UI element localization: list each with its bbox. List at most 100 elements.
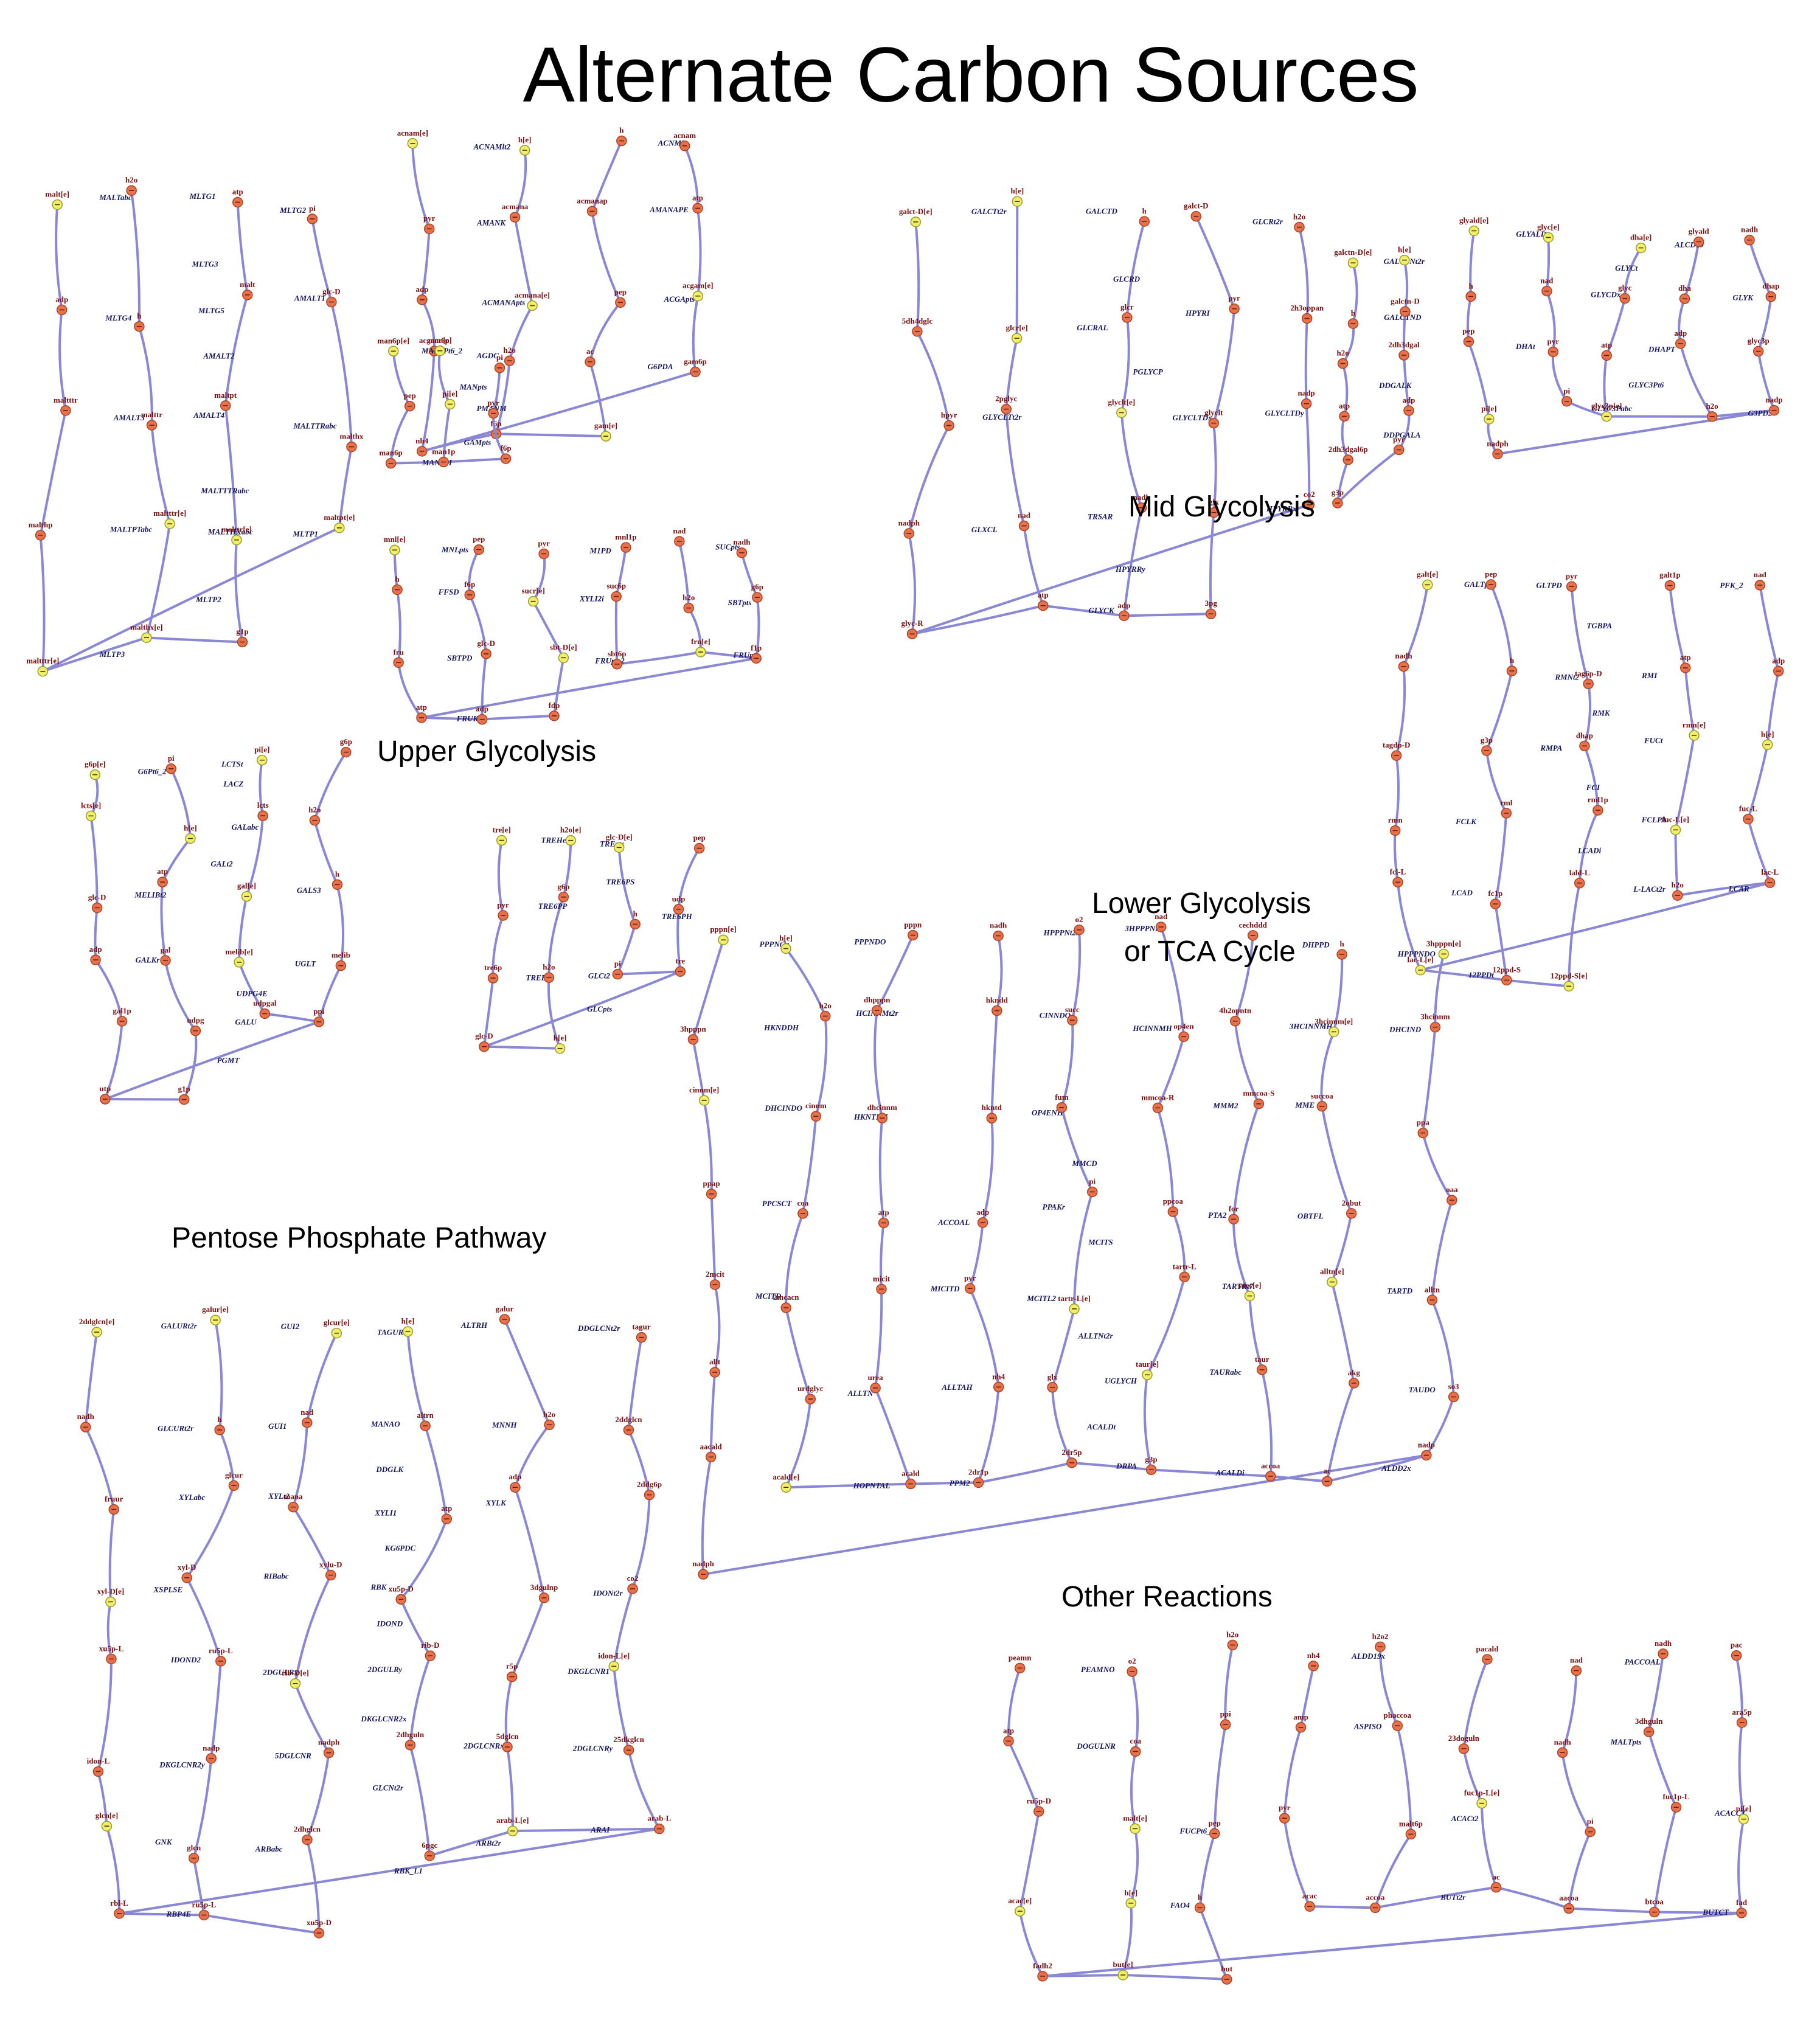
metabolite-node[interactable]: pep: [404, 391, 416, 411]
metabolite-node[interactable]: galur: [496, 1304, 514, 1324]
metabolite-node[interactable]: tagdp-D: [1383, 740, 1411, 760]
external-metabolite-node[interactable]: dha[e]: [1630, 233, 1652, 253]
metabolite-node[interactable]: pyr: [1566, 571, 1578, 591]
metabolite-node[interactable]: glc-D: [475, 1032, 493, 1052]
metabolite-node[interactable]: h2o: [1672, 880, 1684, 900]
metabolite-node[interactable]: adp: [1117, 600, 1130, 620]
metabolite-node[interactable]: coa: [797, 1198, 808, 1218]
external-metabolite-node[interactable]: xyl-D[e]: [97, 1586, 124, 1606]
metabolite-node[interactable]: g1p: [178, 1085, 190, 1105]
metabolite-node[interactable]: nh4: [1307, 1651, 1320, 1671]
external-metabolite-node[interactable]: glcn[e]: [96, 1811, 119, 1831]
external-metabolite-node[interactable]: malthx[e]: [130, 622, 162, 642]
metabolite-node[interactable]: rml1p: [1588, 795, 1608, 815]
metabolite-node[interactable]: h: [1195, 1892, 1205, 1912]
metabolite-node[interactable]: 3hcinnm: [1420, 1012, 1450, 1032]
metabolite-node[interactable]: udp: [672, 894, 686, 914]
metabolite-node[interactable]: lcts: [257, 800, 269, 821]
metabolite-node[interactable]: pyr: [497, 900, 509, 920]
external-metabolite-node[interactable]: malt[e]: [45, 189, 69, 209]
metabolite-node[interactable]: xu5p-D: [389, 1584, 414, 1604]
metabolite-node[interactable]: btcoa: [1645, 1897, 1664, 1917]
metabolite-node[interactable]: mmcoa-R: [1141, 1092, 1175, 1113]
metabolite-node[interactable]: peamn: [1009, 1653, 1032, 1673]
metabolite-node[interactable]: nad: [1754, 570, 1767, 590]
metabolite-node[interactable]: fum: [1055, 1092, 1069, 1113]
metabolite-node[interactable]: r5p: [506, 1662, 518, 1682]
metabolite-node[interactable]: glyc3p: [1748, 336, 1770, 356]
metabolite-node[interactable]: acald: [901, 1469, 920, 1489]
metabolite-node[interactable]: but: [1221, 1964, 1232, 1984]
metabolite-node[interactable]: glcur: [225, 1470, 243, 1490]
metabolite-node[interactable]: maltttr: [54, 395, 78, 415]
metabolite-node[interactable]: glcn: [187, 1843, 201, 1863]
metabolite-node[interactable]: atp: [878, 1207, 889, 1227]
external-metabolite-node[interactable]: 12ppd-S[e]: [1551, 971, 1588, 991]
metabolite-node[interactable]: man6p: [379, 448, 402, 468]
metabolite-node[interactable]: atp: [1339, 401, 1350, 421]
external-metabolite-node[interactable]: lcts[e]: [81, 800, 101, 821]
metabolite-node[interactable]: pi: [495, 353, 504, 373]
metabolite-node[interactable]: 2dh3dgal: [1388, 340, 1420, 360]
metabolite-node[interactable]: lald-L: [1569, 868, 1590, 888]
metabolite-node[interactable]: atp: [692, 193, 703, 213]
metabolite-node[interactable]: atp: [1680, 653, 1691, 673]
metabolite-node[interactable]: g6p: [751, 582, 763, 602]
metabolite-node[interactable]: aacald: [700, 1442, 723, 1462]
metabolite-node[interactable]: nad: [1540, 276, 1554, 296]
metabolite-node[interactable]: glx: [1047, 1372, 1058, 1392]
metabolite-node[interactable]: pppn: [904, 920, 922, 940]
metabolite-node[interactable]: 3pg: [1205, 599, 1218, 619]
metabolite-node[interactable]: adp: [89, 945, 102, 965]
external-metabolite-node[interactable]: h[e]: [1398, 245, 1411, 265]
metabolite-node[interactable]: dhap: [1762, 282, 1779, 302]
metabolite-node[interactable]: 2dhglcn: [294, 1825, 321, 1845]
metabolite-node[interactable]: accoa: [1366, 1892, 1385, 1912]
metabolite-node[interactable]: fruur: [105, 1495, 123, 1515]
external-metabolite-node[interactable]: h[e]: [1124, 1888, 1138, 1908]
metabolite-node[interactable]: h2o: [543, 1409, 555, 1429]
metabolite-node[interactable]: ac: [585, 347, 595, 367]
metabolite-node[interactable]: tre6p: [484, 963, 502, 983]
metabolite-node[interactable]: glcr: [1120, 302, 1134, 322]
metabolite-node[interactable]: atp: [1601, 340, 1612, 360]
metabolite-node[interactable]: hpyr: [941, 411, 957, 431]
metabolite-node[interactable]: nadh: [1655, 1639, 1672, 1659]
metabolite-node[interactable]: cinnm: [805, 1101, 827, 1121]
metabolite-node[interactable]: nadph: [1487, 439, 1509, 459]
metabolite-node[interactable]: nadp: [1298, 389, 1315, 409]
metabolite-node[interactable]: 2dr1p: [968, 1467, 988, 1487]
metabolite-node[interactable]: micit: [873, 1274, 891, 1294]
metabolite-node[interactable]: nadh: [77, 1412, 95, 1432]
external-metabolite-node[interactable]: sbt-D[e]: [550, 642, 577, 662]
external-metabolite-node[interactable]: galt[e]: [1417, 569, 1438, 589]
metabolite-node[interactable]: adp: [509, 1472, 521, 1492]
external-metabolite-node[interactable]: succ[e]: [1238, 1281, 1261, 1301]
metabolite-node[interactable]: pyr: [423, 214, 436, 234]
metabolite-node[interactable]: fad: [1736, 1898, 1748, 1918]
metabolite-node[interactable]: amp: [1293, 1712, 1308, 1732]
external-metabolite-node[interactable]: cinnm[e]: [689, 1085, 719, 1105]
metabolite-node[interactable]: g3p: [1481, 735, 1493, 755]
metabolite-node[interactable]: pep: [693, 833, 706, 853]
external-metabolite-node[interactable]: alltn[e]: [1320, 1267, 1344, 1287]
metabolite-node[interactable]: ara5p: [1732, 1707, 1752, 1727]
external-metabolite-node[interactable]: galctn-D[e]: [1334, 248, 1372, 268]
metabolite-node[interactable]: h2o: [504, 345, 516, 366]
external-metabolite-node[interactable]: h[e]: [401, 1316, 415, 1336]
metabolite-node[interactable]: fcl-L: [1390, 867, 1406, 887]
metabolite-node[interactable]: rbl-L: [110, 1898, 128, 1918]
external-metabolite-node[interactable]: maltpt[e]: [324, 513, 355, 533]
external-metabolite-node[interactable]: malt[e]: [1123, 1813, 1147, 1833]
metabolite-node[interactable]: atp: [441, 1504, 452, 1524]
metabolite-node[interactable]: ru5p-L: [209, 1646, 233, 1666]
metabolite-node[interactable]: f6p: [464, 580, 475, 600]
external-metabolite-node[interactable]: pi[e]: [1481, 404, 1496, 424]
metabolite-node[interactable]: co2: [627, 1574, 639, 1594]
metabolite-node[interactable]: ppap: [703, 1179, 720, 1199]
metabolite-node[interactable]: ru5p-D: [1027, 1796, 1051, 1816]
external-metabolite-node[interactable]: gal[e]: [237, 881, 256, 901]
metabolite-node[interactable]: malt6p: [1399, 1819, 1423, 1839]
metabolite-node[interactable]: fru: [393, 647, 403, 667]
external-metabolite-node[interactable]: tre[e]: [493, 825, 511, 845]
